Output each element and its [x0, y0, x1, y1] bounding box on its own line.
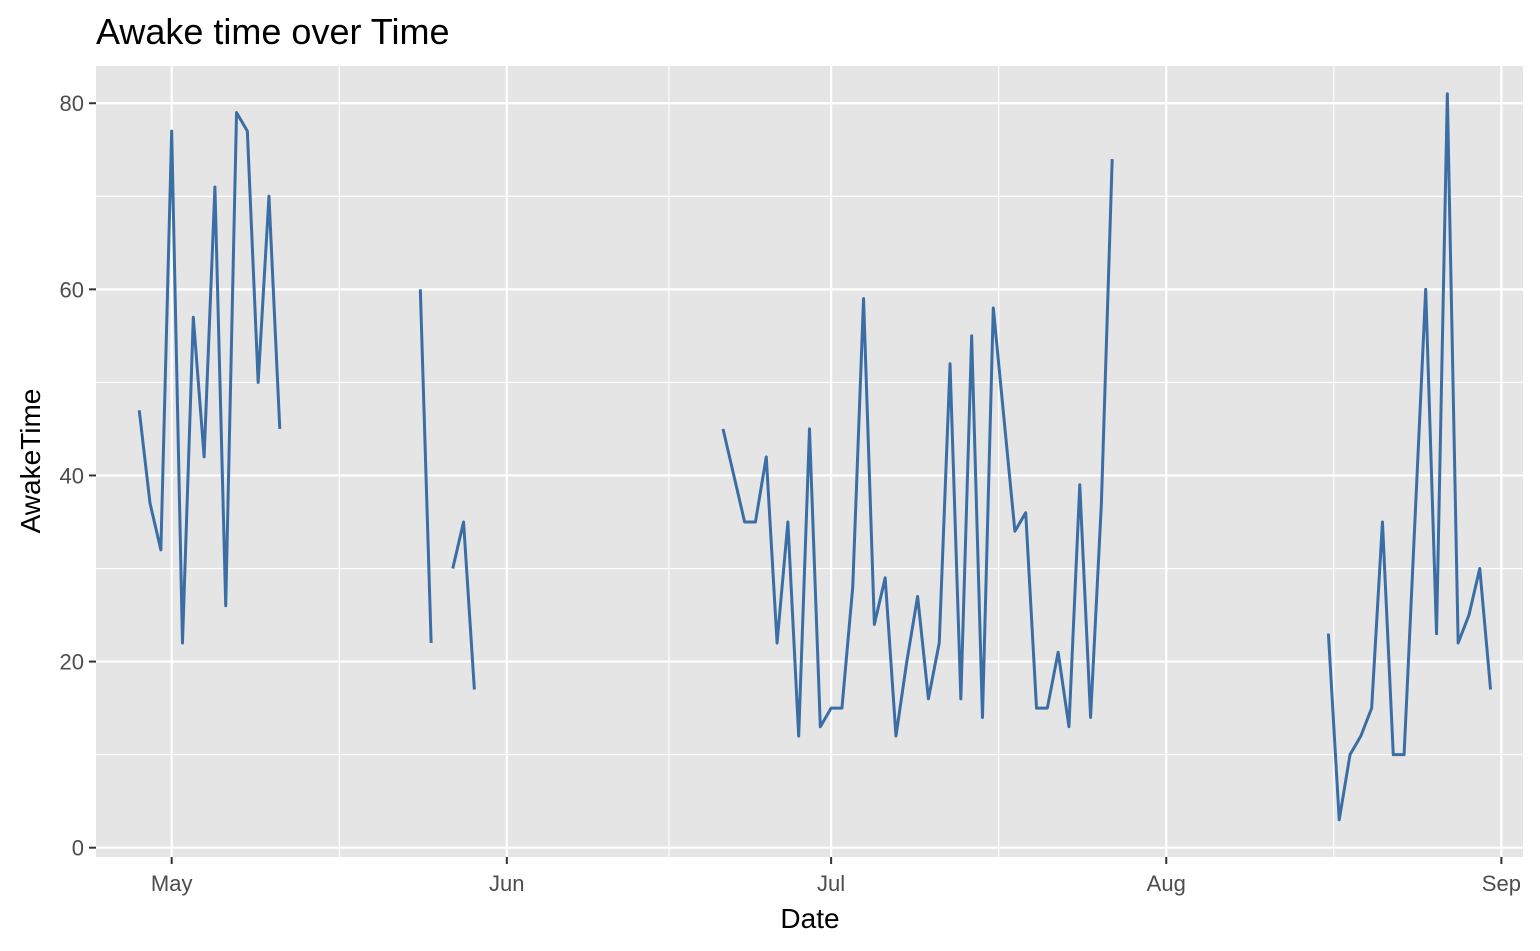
- y-tick-label: 0: [72, 836, 84, 861]
- chart-title: Awake time over Time: [96, 11, 449, 52]
- series-line: [451, 520, 476, 690]
- y-tick-label: 20: [60, 650, 84, 675]
- y-axis-title: AwakeTime: [15, 389, 46, 534]
- y-tick-label: 60: [60, 277, 84, 302]
- x-axis-title: Date: [780, 903, 839, 934]
- x-tick-label: Sep: [1482, 871, 1521, 896]
- series-line: [721, 159, 1114, 738]
- y-tick-label: 40: [60, 463, 84, 488]
- y-axis: 0 20 40 60 80: [60, 91, 96, 861]
- series-line: [418, 289, 433, 644]
- series-line: [137, 111, 282, 645]
- x-tick-label: May: [151, 871, 193, 896]
- minor-gridlines: [96, 66, 1523, 857]
- y-tick-label: 80: [60, 91, 84, 116]
- x-tick-label: Jun: [489, 871, 524, 896]
- x-tick-label: Aug: [1147, 871, 1186, 896]
- major-gridlines: [96, 66, 1523, 857]
- x-axis: May Jun Jul Aug Sep: [151, 857, 1521, 896]
- series-layer: [137, 92, 1493, 822]
- series-line: [1326, 92, 1493, 822]
- x-tick-label: Jul: [817, 871, 845, 896]
